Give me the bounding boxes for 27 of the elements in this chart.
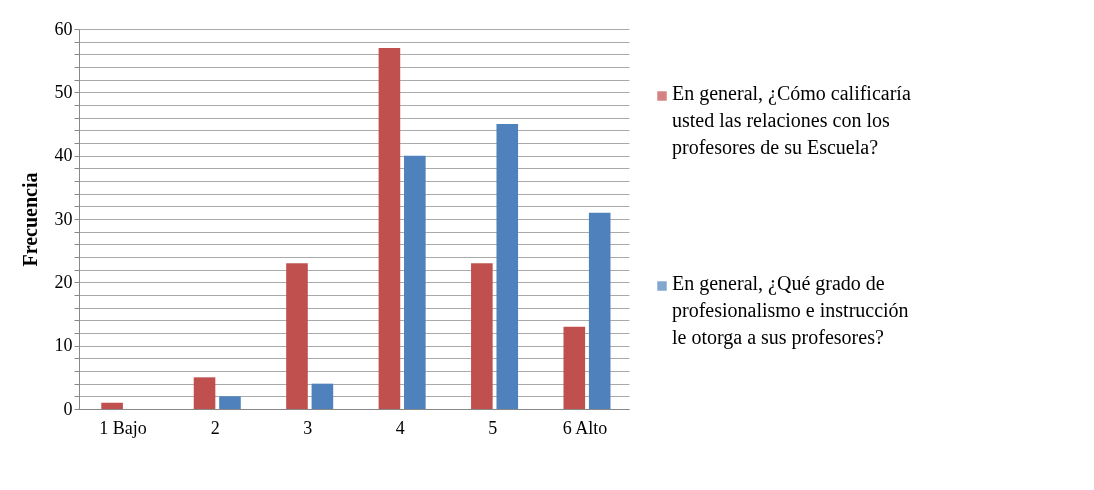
bar [471, 263, 493, 409]
y-tick-label: 10 [54, 335, 73, 356]
y-tick-label: 50 [54, 81, 73, 102]
y-tick-label: 0 [63, 398, 73, 419]
y-tick-label: 20 [54, 271, 73, 292]
x-tick-label: 6 Alto [562, 417, 608, 438]
bar [496, 124, 519, 409]
x-tick-label: 4 [395, 417, 405, 438]
legend-label: En general, ¿Cómo calificaría usted las relaciones con los profesores de su Escuela? [672, 82, 911, 159]
y-tick-label: 30 [54, 208, 73, 229]
bar [563, 326, 586, 409]
bar [378, 48, 401, 409]
x-tick-label: 5 [488, 417, 498, 438]
bar [193, 377, 216, 409]
bar [101, 402, 123, 409]
x-tick-label: 3 [303, 417, 313, 438]
y-tick-label: 60 [54, 18, 73, 39]
bar [219, 396, 241, 409]
bar [588, 212, 611, 409]
y-tick-label: 40 [54, 145, 73, 166]
legend-label: En general, ¿Qué grado de profesionalismo e instrucción le otorga a sus profesores? [672, 272, 909, 349]
bar [286, 263, 308, 409]
x-tick-label: 1 Bajo [99, 417, 147, 438]
bar [404, 155, 426, 409]
y-axis-title: Frecuencia [18, 172, 41, 267]
bar [311, 383, 334, 409]
x-tick-label: 2 [210, 417, 220, 438]
